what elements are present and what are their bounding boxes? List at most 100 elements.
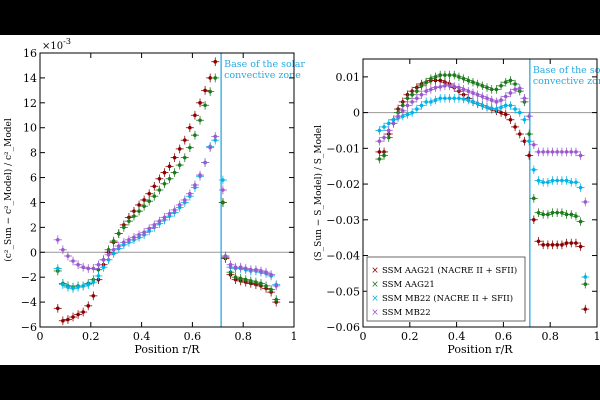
data-point <box>274 284 279 288</box>
data-point <box>555 243 560 247</box>
data-point <box>132 209 136 213</box>
data-point <box>471 80 475 85</box>
data-point <box>396 114 400 118</box>
data-point <box>527 153 531 158</box>
data-point <box>419 92 424 97</box>
data-point <box>188 125 192 130</box>
data-point <box>555 150 560 154</box>
data-point <box>574 241 578 245</box>
data-point <box>513 125 517 129</box>
data-point <box>142 204 146 208</box>
y-tick-label: −0.02 <box>326 178 360 191</box>
data-point <box>513 107 517 111</box>
axes-frame <box>39 52 295 328</box>
data-point <box>213 134 218 139</box>
data-point <box>127 219 131 223</box>
data-point <box>203 88 207 93</box>
data-point <box>81 284 85 288</box>
data-point <box>508 91 513 95</box>
data-point <box>438 78 443 83</box>
legend-entry-label: SSM MB22 (NACRE II + SFII) <box>382 293 513 304</box>
data-point <box>147 226 152 231</box>
data-point <box>106 247 111 252</box>
data-point <box>132 214 136 218</box>
data-point <box>415 107 419 111</box>
data-point <box>410 100 414 104</box>
data-point <box>111 239 116 243</box>
x-tick-label: 0.6 <box>495 330 513 343</box>
data-point <box>471 91 475 95</box>
y-tick-label: −0.06 <box>326 321 360 334</box>
data-point <box>564 150 569 154</box>
data-point <box>66 317 70 322</box>
data-point <box>569 150 574 154</box>
data-point <box>578 153 583 158</box>
data-point <box>193 113 197 118</box>
figure-canvas: Base of the solar convective zone 0 0.2 0.4 0… <box>0 35 600 365</box>
y-tick-label: −4 <box>21 296 37 309</box>
data-point <box>71 286 75 291</box>
data-point <box>203 160 207 165</box>
data-point <box>264 270 268 274</box>
data-point <box>546 212 550 217</box>
data-point <box>457 75 461 79</box>
data-point <box>564 212 569 217</box>
data-point <box>152 194 157 199</box>
legend-marker: × <box>371 294 379 304</box>
data-point <box>71 259 75 263</box>
data-point <box>560 210 564 215</box>
data-point <box>86 282 91 287</box>
data-point <box>583 200 588 204</box>
data-point <box>429 87 433 92</box>
data-point <box>443 84 447 88</box>
data-point <box>400 109 405 113</box>
data-point <box>424 80 428 85</box>
data-point <box>111 247 116 252</box>
data-point <box>438 96 443 101</box>
data-point <box>447 84 452 88</box>
legend: × SSM AAG21 (NACRE II + SFII)× SSM AAG21× S… <box>366 256 526 322</box>
data-point <box>541 180 545 185</box>
data-point <box>259 281 263 286</box>
data-point <box>480 103 485 108</box>
data-point <box>532 167 536 172</box>
data-point <box>405 112 410 117</box>
y-tick-label: −0.01 <box>326 142 360 155</box>
y-tick-label: −0.05 <box>326 285 360 298</box>
annotation-label: convective zone <box>533 76 600 87</box>
data-point <box>382 125 386 129</box>
data-point <box>233 265 238 270</box>
data-point <box>494 107 499 111</box>
data-point <box>61 247 65 252</box>
data-point <box>66 254 70 258</box>
x-tick-label: 0.2 <box>82 330 100 343</box>
x-tick-label: 0 <box>360 330 367 343</box>
data-point <box>264 284 268 288</box>
data-point <box>527 139 531 143</box>
data-point <box>569 212 574 217</box>
data-point <box>142 198 146 202</box>
data-point <box>499 110 503 115</box>
data-point <box>221 200 225 205</box>
data-point <box>382 153 386 158</box>
data-point <box>471 100 475 104</box>
data-point <box>76 312 80 317</box>
data-point <box>137 233 141 237</box>
x-tick-label: 0 <box>37 330 44 343</box>
y-tick-label: 0.01 <box>336 71 361 84</box>
data-point <box>269 287 273 292</box>
y-multiplier-base: ×10 <box>42 41 63 52</box>
data-point <box>517 132 522 136</box>
legend-entry-label: SSM MB22 <box>382 308 431 318</box>
x-tick-label: 1 <box>291 330 298 343</box>
data-point <box>147 191 152 196</box>
data-point <box>91 266 96 271</box>
data-point <box>157 188 162 192</box>
data-point <box>400 114 405 118</box>
data-point <box>254 267 258 272</box>
data-point <box>152 184 157 189</box>
data-point <box>208 76 212 80</box>
data-point <box>243 277 248 282</box>
data-point <box>66 285 70 289</box>
